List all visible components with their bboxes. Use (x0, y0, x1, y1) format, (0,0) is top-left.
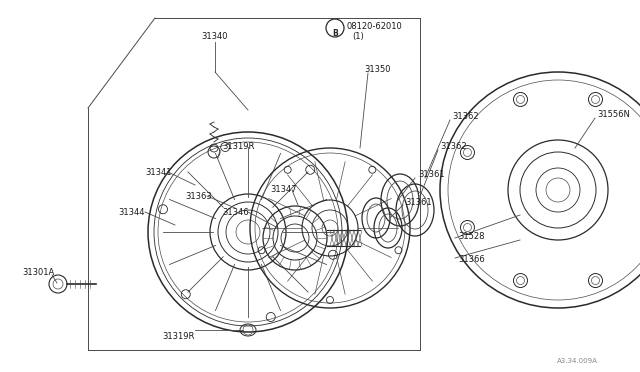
Text: 31319R: 31319R (222, 142, 254, 151)
Text: 31528: 31528 (458, 232, 484, 241)
Text: 31366: 31366 (458, 255, 484, 264)
Text: B: B (332, 29, 338, 38)
Text: 31346: 31346 (222, 208, 248, 217)
Text: 31341: 31341 (145, 168, 172, 177)
Text: 31340: 31340 (202, 32, 228, 41)
Text: 08120-62010: 08120-62010 (347, 22, 403, 31)
Text: 31363: 31363 (185, 192, 212, 201)
Text: (1): (1) (352, 32, 364, 41)
Text: 31556N: 31556N (597, 110, 630, 119)
Text: 31361: 31361 (418, 170, 445, 179)
Text: 31362: 31362 (440, 142, 467, 151)
Text: 31347: 31347 (270, 185, 296, 194)
Text: 31301A: 31301A (22, 268, 54, 277)
Text: 31344: 31344 (118, 208, 145, 217)
Text: 31319R: 31319R (162, 332, 195, 341)
Text: 31362: 31362 (452, 112, 479, 121)
Text: 31350: 31350 (364, 65, 390, 74)
Text: A3.34.009A: A3.34.009A (557, 358, 598, 364)
Text: 31361: 31361 (405, 198, 431, 207)
